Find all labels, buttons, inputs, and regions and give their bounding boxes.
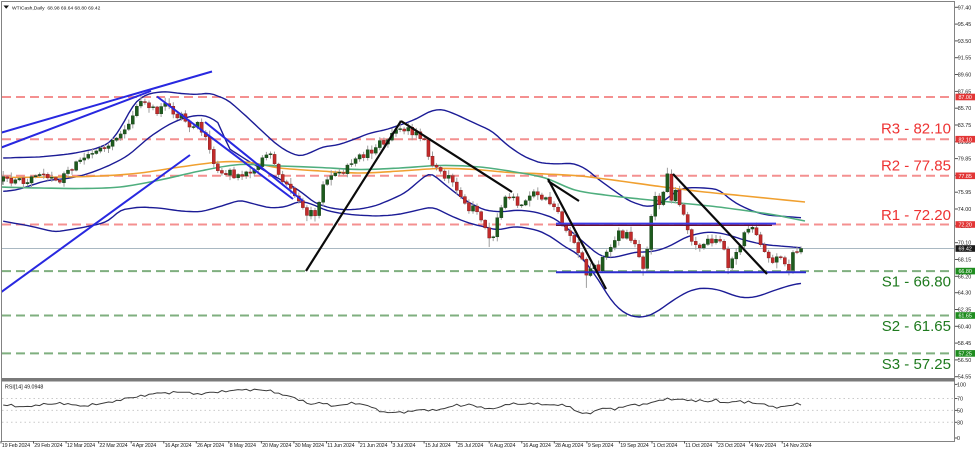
- svg-text:70: 70: [957, 397, 963, 403]
- svg-text:0: 0: [957, 436, 960, 442]
- svg-text:93.50: 93.50: [958, 39, 972, 45]
- svg-text:6 Aug 2024: 6 Aug 2024: [490, 443, 515, 449]
- svg-text:11 Jun 2024: 11 Jun 2024: [327, 443, 354, 449]
- svg-text:61.65: 61.65: [958, 314, 972, 320]
- svg-text:19 Sep 2024: 19 Sep 2024: [620, 443, 649, 449]
- svg-text:25 Jul 2024: 25 Jul 2024: [458, 443, 484, 449]
- svg-text:16 Apr 2024: 16 Apr 2024: [165, 443, 192, 449]
- svg-text:21 Jun 2024: 21 Jun 2024: [360, 443, 388, 449]
- svg-text:22 Mar 2024: 22 Mar 2024: [99, 443, 127, 449]
- svg-text:87.00: 87.00: [958, 95, 972, 101]
- svg-text:30: 30: [957, 420, 963, 426]
- svg-text:95.45: 95.45: [958, 22, 972, 28]
- svg-text:RSI[14] 49.0948: RSI[14] 49.0948: [5, 385, 43, 391]
- svg-text:60.40: 60.40: [958, 324, 972, 330]
- svg-text:72.20: 72.20: [958, 223, 972, 229]
- svg-text:WTICash,Daily 68.98 69.64 68.: WTICash,Daily 68.98 69.64 68.80 69.42: [12, 6, 101, 12]
- svg-text:54.55: 54.55: [958, 375, 972, 381]
- svg-text:R1 - 72.20: R1 - 72.20: [881, 207, 951, 224]
- svg-text:4 Nov 2024: 4 Nov 2024: [750, 443, 776, 449]
- svg-text:28 Aug 2024: 28 Aug 2024: [555, 443, 583, 449]
- svg-text:16 Aug 2024: 16 Aug 2024: [523, 443, 551, 449]
- svg-text:9 Sep 2024: 9 Sep 2024: [588, 443, 614, 449]
- svg-text:30 May 2024: 30 May 2024: [295, 443, 324, 449]
- svg-text:77.85: 77.85: [958, 174, 972, 180]
- svg-text:74.00: 74.00: [958, 207, 972, 213]
- svg-text:S2 - 61.65: S2 - 61.65: [882, 318, 951, 335]
- svg-text:62.35: 62.35: [958, 308, 972, 314]
- svg-text:14 Nov 2024: 14 Nov 2024: [783, 443, 812, 449]
- svg-text:79.85: 79.85: [958, 157, 972, 163]
- svg-text:S1 - 66.80: S1 - 66.80: [882, 274, 951, 291]
- svg-text:87.65: 87.65: [958, 89, 972, 95]
- svg-text:85.70: 85.70: [958, 106, 972, 112]
- svg-text:70.10: 70.10: [958, 241, 972, 247]
- svg-text:R3 - 82.10: R3 - 82.10: [881, 121, 951, 138]
- svg-text:23 Oct 2024: 23 Oct 2024: [718, 443, 745, 449]
- svg-text:3 Jul 2024: 3 Jul 2024: [392, 443, 415, 449]
- svg-text:68.15: 68.15: [958, 258, 972, 264]
- svg-text:81.80: 81.80: [958, 140, 972, 146]
- svg-text:8 May 2024: 8 May 2024: [230, 443, 256, 449]
- svg-text:57.25: 57.25: [958, 352, 972, 358]
- svg-text:50: 50: [957, 408, 963, 414]
- svg-text:15 Jul 2024: 15 Jul 2024: [425, 443, 451, 449]
- svg-text:64.30: 64.30: [958, 291, 972, 297]
- svg-text:89.60: 89.60: [958, 73, 972, 79]
- svg-text:11 Oct 2024: 11 Oct 2024: [685, 443, 712, 449]
- svg-text:100: 100: [957, 382, 966, 388]
- svg-text:56.50: 56.50: [958, 358, 972, 364]
- svg-text:97.40: 97.40: [958, 5, 972, 11]
- svg-text:69.42: 69.42: [958, 247, 972, 253]
- svg-text:91.55: 91.55: [958, 56, 972, 62]
- svg-text:66.80: 66.80: [958, 269, 972, 275]
- svg-text:66.20: 66.20: [958, 274, 972, 280]
- svg-text:12 Mar 2024: 12 Mar 2024: [67, 443, 95, 449]
- svg-text:4 Apr 2024: 4 Apr 2024: [132, 443, 156, 449]
- svg-text:29 Feb 2024: 29 Feb 2024: [34, 443, 62, 449]
- svg-text:R2 - 77.85: R2 - 77.85: [881, 157, 951, 174]
- svg-text:20 May 2024: 20 May 2024: [262, 443, 291, 449]
- svg-text:83.75: 83.75: [958, 123, 972, 129]
- svg-text:58.45: 58.45: [958, 341, 972, 347]
- svg-text:82.10: 82.10: [958, 137, 972, 143]
- svg-text:S3 - 57.25: S3 - 57.25: [882, 356, 951, 373]
- svg-text:26 Apr 2024: 26 Apr 2024: [197, 443, 224, 449]
- svg-text:19 Feb 2024: 19 Feb 2024: [2, 443, 30, 449]
- svg-text:1 Oct 2024: 1 Oct 2024: [653, 443, 678, 449]
- svg-text:75.95: 75.95: [958, 190, 972, 196]
